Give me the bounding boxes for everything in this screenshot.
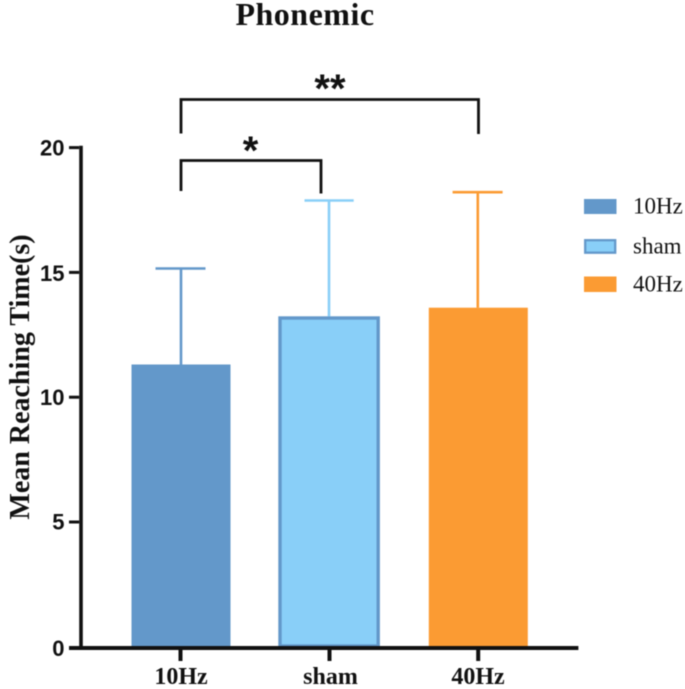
svg-text:5: 5: [52, 510, 64, 535]
svg-text:10Hz: 10Hz: [154, 664, 208, 689]
svg-text:40Hz: 40Hz: [451, 664, 505, 689]
svg-text:sham: sham: [633, 234, 682, 259]
svg-text:10Hz: 10Hz: [633, 194, 683, 219]
svg-text:10: 10: [40, 385, 64, 410]
svg-text:20: 20: [40, 136, 64, 161]
svg-text:40Hz: 40Hz: [633, 272, 683, 297]
svg-text:Phonemic: Phonemic: [235, 0, 374, 32]
svg-text:**: **: [314, 67, 346, 111]
svg-text:Mean Reaching Time(s): Mean Reaching Time(s): [5, 234, 36, 519]
svg-text:*: *: [243, 129, 259, 173]
svg-text:15: 15: [40, 261, 64, 286]
svg-text:0: 0: [52, 636, 64, 661]
svg-text:sham: sham: [303, 664, 358, 689]
